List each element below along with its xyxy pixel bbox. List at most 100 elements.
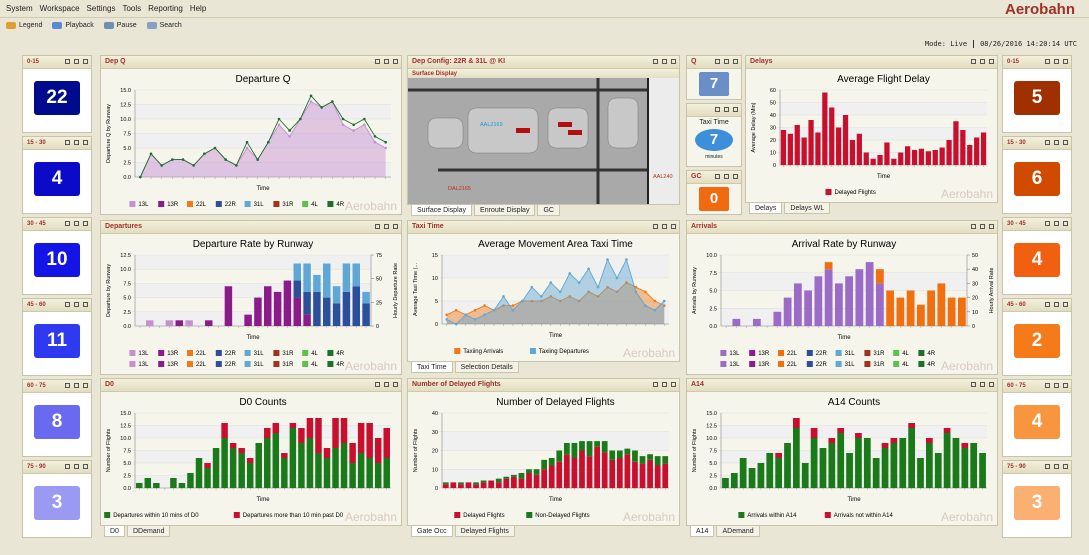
window-control[interactable]	[1063, 302, 1068, 307]
menu-item[interactable]: Tools	[122, 4, 142, 13]
window-control[interactable]	[980, 382, 985, 387]
window-control[interactable]	[74, 383, 79, 388]
window-control[interactable]	[393, 59, 398, 64]
window-control[interactable]	[83, 221, 88, 226]
window-control[interactable]	[662, 59, 667, 64]
toolbar-button[interactable]: Legend	[6, 22, 42, 29]
window-control[interactable]	[1054, 464, 1059, 469]
window-control[interactable]	[1045, 383, 1050, 388]
window-control[interactable]	[971, 382, 976, 387]
window-control[interactable]	[724, 59, 729, 64]
window-control[interactable]	[671, 382, 676, 387]
window-control[interactable]	[375, 59, 380, 64]
window-control[interactable]	[384, 382, 389, 387]
window-control[interactable]	[1045, 59, 1050, 64]
window-control[interactable]	[83, 59, 88, 64]
window-control[interactable]	[375, 382, 380, 387]
window-control[interactable]	[733, 174, 738, 179]
window-control[interactable]	[375, 224, 380, 229]
window-control[interactable]	[671, 224, 676, 229]
tab[interactable]: Gate Occ	[411, 526, 453, 537]
tab[interactable]: Taxi Time	[411, 362, 453, 373]
window-control[interactable]	[653, 224, 658, 229]
window-control[interactable]	[715, 174, 720, 179]
window-control[interactable]	[74, 221, 79, 226]
y-axis-label: Number of Flights	[106, 429, 112, 473]
window-control[interactable]	[715, 59, 720, 64]
window-control[interactable]	[384, 59, 389, 64]
window-control[interactable]	[989, 224, 994, 229]
window-control[interactable]	[989, 59, 994, 64]
window-control[interactable]	[653, 59, 658, 64]
window-control[interactable]	[1045, 464, 1050, 469]
tab[interactable]: Selection Details	[454, 362, 519, 373]
window-control[interactable]	[74, 464, 79, 469]
window-control[interactable]	[971, 59, 976, 64]
window-control[interactable]	[65, 464, 70, 469]
panel: Departures Departure Rate by Runway 0.0 2.5…	[100, 220, 402, 375]
window-control[interactable]	[1045, 140, 1050, 145]
tab[interactable]: D0	[104, 526, 125, 537]
window-control[interactable]	[733, 107, 738, 112]
tab[interactable]: ADemand	[716, 526, 760, 537]
window-control[interactable]	[715, 107, 720, 112]
tab[interactable]: Delays WL	[784, 203, 831, 214]
window-control[interactable]	[671, 59, 676, 64]
tab[interactable]: DDemand	[126, 526, 171, 537]
window-control[interactable]	[1063, 383, 1068, 388]
x-axis-label: Time	[549, 333, 563, 339]
tab[interactable]: Enroute Display	[474, 205, 536, 216]
window-control[interactable]	[980, 224, 985, 229]
window-control[interactable]	[65, 140, 70, 145]
menu-item[interactable]: Workspace	[39, 4, 80, 13]
window-control[interactable]	[653, 382, 658, 387]
window-control[interactable]	[1054, 140, 1059, 145]
window-control[interactable]	[74, 59, 79, 64]
window-control[interactable]	[65, 59, 70, 64]
menu-item[interactable]: Reporting	[148, 4, 183, 13]
window-control[interactable]	[1054, 383, 1059, 388]
window-control[interactable]	[1063, 59, 1068, 64]
window-control[interactable]	[1054, 221, 1059, 226]
window-control[interactable]	[1045, 221, 1050, 226]
window-control[interactable]	[1063, 221, 1068, 226]
toolbar-button[interactable]: Playback	[52, 22, 94, 29]
window-control[interactable]	[65, 302, 70, 307]
window-control[interactable]	[65, 221, 70, 226]
window-control[interactable]	[1054, 302, 1059, 307]
y2-tick-label: 25	[376, 300, 382, 306]
window-control[interactable]	[1045, 302, 1050, 307]
tab[interactable]: A14	[690, 526, 715, 537]
window-control[interactable]	[393, 224, 398, 229]
menu-item[interactable]: Help	[189, 4, 207, 13]
window-control[interactable]	[65, 383, 70, 388]
window-control[interactable]	[83, 140, 88, 145]
window-control[interactable]	[733, 59, 738, 64]
window-control[interactable]	[971, 224, 976, 229]
window-control[interactable]	[662, 382, 667, 387]
toolbar-button[interactable]: Search	[146, 22, 182, 29]
window-control[interactable]	[980, 59, 985, 64]
window-control[interactable]	[393, 382, 398, 387]
window-control[interactable]	[83, 383, 88, 388]
window-control[interactable]	[662, 224, 667, 229]
tab[interactable]: GC	[537, 205, 560, 216]
tab[interactable]: Surface Display	[411, 205, 473, 216]
window-control[interactable]	[83, 464, 88, 469]
window-control[interactable]	[74, 302, 79, 307]
window-control[interactable]	[1054, 59, 1059, 64]
window-control[interactable]	[384, 224, 389, 229]
window-control[interactable]	[1063, 464, 1068, 469]
window-control[interactable]	[989, 382, 994, 387]
window-control[interactable]	[1063, 140, 1068, 145]
tab[interactable]: Delays	[749, 203, 783, 214]
window-control[interactable]	[724, 174, 729, 179]
toolbar-button[interactable]: Pause	[103, 22, 137, 29]
menu-item[interactable]: Settings	[86, 4, 116, 13]
window-control[interactable]	[83, 302, 88, 307]
tile-value: 8	[34, 405, 80, 439]
tab[interactable]: Delayed Flights	[454, 526, 515, 537]
window-control[interactable]	[724, 107, 729, 112]
menu-item[interactable]: System	[6, 4, 33, 13]
window-control[interactable]	[74, 140, 79, 145]
